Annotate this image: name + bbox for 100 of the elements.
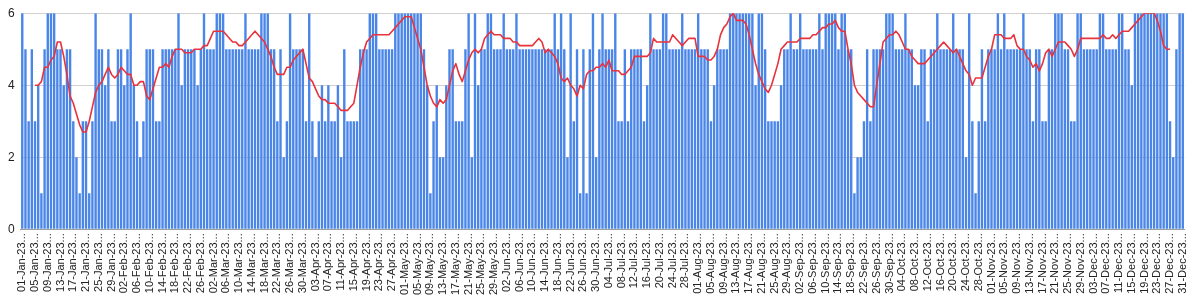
- x-tick-label: 26-Feb-23...: [193, 233, 206, 294]
- bar: [990, 49, 993, 229]
- bar: [496, 49, 499, 229]
- x-tick-label: 11-Dec-23...: [1112, 233, 1125, 293]
- x-tick-label: 10-Feb-23...: [142, 233, 155, 294]
- x-tick-label: 02-Jun-23...: [499, 233, 512, 292]
- bar: [719, 49, 722, 229]
- bar: [231, 49, 234, 229]
- x-tick-label: 30-Sep-23...: [882, 233, 895, 294]
- bar: [923, 49, 926, 229]
- x-tick-label: 25-May-23...: [474, 233, 487, 295]
- x-tick-label: 18-Jun-23...: [550, 233, 563, 292]
- x-tick-label: 16-Jul-23...: [640, 233, 653, 289]
- x-tick-label: 31-Dec-23...: [1175, 233, 1188, 294]
- bar: [1140, 13, 1143, 229]
- x-tick-label: 24-Oct-23...: [959, 233, 972, 292]
- x-tick-label: 05-Nov-23...: [997, 233, 1010, 294]
- x-tick-label: 10-Sep-23...: [818, 233, 831, 294]
- bar: [1127, 49, 1130, 229]
- x-tick-label: 23-Dec-23...: [1150, 233, 1163, 294]
- x-tick-label: 09-Nov-23...: [1010, 233, 1023, 294]
- bar: [569, 13, 572, 229]
- x-tick-label: 18-Sep-23...: [844, 233, 857, 294]
- bar: [920, 49, 923, 229]
- x-tick-label: 19-Apr-23...: [359, 233, 372, 292]
- x-tick-label: 13-Jan-23...: [53, 233, 66, 292]
- x-tick-label: 15-Dec-23...: [1124, 233, 1137, 294]
- x-tick-label: 04-Oct-23...: [895, 233, 908, 292]
- bar: [1060, 13, 1063, 229]
- x-tick-label: 29-Aug-23...: [780, 233, 793, 294]
- x-tick-label: 12-Oct-23...: [920, 233, 933, 292]
- x-tick-label: 12-Jul-23...: [627, 233, 640, 289]
- x-tick-label: 02-Mar-23...: [206, 233, 219, 294]
- x-tick-label: 09-Aug-23...: [716, 233, 729, 294]
- x-tick-label: 04-Jul-23...: [601, 233, 614, 289]
- bar: [1162, 13, 1165, 229]
- x-tick-label: 02-Feb-23...: [117, 233, 130, 294]
- bar: [840, 13, 843, 229]
- x-tick-label: 08-Oct-23...: [908, 233, 921, 292]
- x-tick-label: 22-Feb-23...: [181, 233, 194, 294]
- bar: [649, 13, 652, 229]
- x-tick-label: 22-Sep-23...: [857, 233, 869, 294]
- x-tick-label: 06-Sep-23...: [805, 233, 818, 294]
- bar: [480, 49, 483, 229]
- x-tick-label: 27-Apr-23...: [385, 233, 398, 292]
- x-tick-label: 02-Sep-23...: [793, 233, 806, 294]
- x-tick-label: 26-Jun-23...: [576, 233, 589, 292]
- x-tick-label: 10-Jun-23...: [525, 233, 538, 292]
- bar: [448, 49, 451, 229]
- bar: [1038, 49, 1041, 229]
- x-tick-label: 17-May-23...: [448, 233, 461, 295]
- x-tick-label: 07-Dec-23...: [1099, 233, 1112, 294]
- x-tick-label: 26-Sep-23...: [869, 233, 882, 294]
- bar: [129, 13, 132, 229]
- y-tick-label: 2: [7, 149, 15, 164]
- bar: [891, 13, 894, 229]
- x-tick-label: 16-Oct-23...: [933, 233, 946, 292]
- bar: [601, 13, 604, 229]
- bar: [107, 49, 110, 229]
- x-tick-label: 10-Mar-23...: [232, 233, 245, 294]
- x-tick-label: 26-Mar-23...: [283, 233, 296, 294]
- x-tick-label: 14-Jun-23...: [538, 233, 551, 292]
- x-tick-label: 13-Aug-23...: [729, 233, 742, 294]
- bar: [467, 13, 470, 229]
- bar: [298, 49, 301, 229]
- x-tick-label: 01-May-23...: [397, 233, 410, 295]
- bar: [716, 49, 719, 229]
- bar: [818, 13, 821, 229]
- y-tick-label: 6: [7, 5, 15, 20]
- bar: [987, 49, 990, 229]
- x-tick-label: 03-Apr-23...: [308, 233, 321, 292]
- y-tick-label: 4: [7, 77, 15, 92]
- x-tick-label: 14-Mar-23...: [244, 233, 257, 294]
- bar: [1111, 49, 1114, 229]
- bar: [547, 49, 550, 229]
- x-tick-label: 17-Nov-23...: [1035, 233, 1048, 294]
- bar: [279, 49, 282, 229]
- x-tick-label: 13-Nov-23...: [1022, 233, 1035, 294]
- x-tick-label: 29-Jan-23...: [104, 233, 117, 292]
- x-tick-label: 09-May-23...: [423, 233, 436, 295]
- x-tick-label: 18-Feb-23...: [168, 233, 181, 294]
- bar: [515, 13, 518, 229]
- bar: [671, 49, 674, 229]
- x-tick-label: 07-Apr-23...: [321, 233, 334, 292]
- bar: [770, 121, 773, 229]
- bar: [1022, 13, 1025, 229]
- x-tick-label: 01-Aug-23...: [691, 233, 704, 294]
- x-tick-label: 24-Jul-23...: [665, 233, 678, 289]
- x-tick-label: 22-Jun-23...: [563, 233, 576, 292]
- bar: [228, 49, 231, 229]
- x-tick-label: 25-Jan-23...: [91, 233, 104, 292]
- bar: [502, 13, 505, 229]
- x-tick-label: 20-Oct-23...: [946, 233, 959, 292]
- bar: [942, 49, 945, 229]
- bar: [789, 13, 792, 229]
- bar: [904, 13, 907, 229]
- x-tick-label: 17-Jan-23...: [66, 233, 79, 292]
- x-tick-label: 17-Aug-23...: [742, 233, 755, 294]
- x-tick-label: 11-Apr-23...: [334, 233, 347, 291]
- bar: [177, 13, 180, 229]
